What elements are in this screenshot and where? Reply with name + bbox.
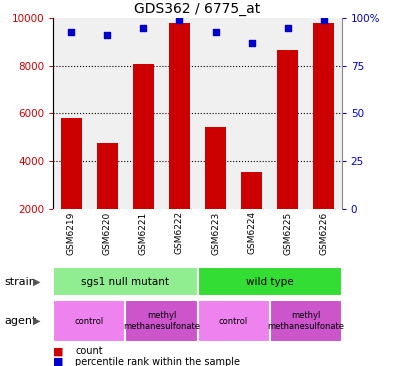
Point (213, 29, 219, 34)
Text: agent: agent (4, 316, 36, 326)
Text: ▶: ▶ (33, 277, 40, 287)
Text: methyl
methanesulfonate: methyl methanesulfonate (123, 311, 200, 331)
Text: GSM6222: GSM6222 (175, 212, 184, 254)
Point (176, 17, 182, 23)
Text: percentile rank within the sample: percentile rank within the sample (75, 356, 240, 366)
Text: sgs1 null mutant: sgs1 null mutant (81, 277, 169, 287)
Bar (198, 267, 342, 296)
Bar (169, 23, 190, 209)
Text: control: control (75, 317, 104, 326)
Point (104, 33, 111, 38)
Bar (126, 300, 198, 342)
Bar (270, 300, 342, 342)
Bar (60, 118, 82, 209)
Text: GSM6223: GSM6223 (211, 212, 220, 255)
Text: GSM6226: GSM6226 (319, 212, 328, 255)
Text: GSM6220: GSM6220 (103, 212, 112, 255)
Text: GSM6219: GSM6219 (67, 212, 76, 255)
Point (284, 25, 291, 31)
Point (248, 40, 255, 46)
Point (140, 25, 147, 31)
Text: GSM6224: GSM6224 (247, 212, 256, 254)
Text: GSM6225: GSM6225 (283, 212, 292, 255)
Bar (277, 51, 299, 209)
Bar (241, 172, 262, 209)
Point (320, 17, 327, 23)
Text: ■: ■ (53, 346, 64, 356)
Bar (205, 127, 226, 209)
Text: ▶: ▶ (33, 316, 40, 326)
Bar (53, 267, 198, 296)
Bar (198, 300, 269, 342)
Text: ■: ■ (53, 356, 64, 366)
Text: count: count (75, 346, 103, 356)
Bar (313, 23, 335, 209)
Point (68, 29, 75, 34)
Text: GSM6221: GSM6221 (139, 212, 148, 255)
Title: GDS362 / 6775_at: GDS362 / 6775_at (134, 2, 261, 16)
Text: wild type: wild type (246, 277, 293, 287)
Text: control: control (219, 317, 248, 326)
Text: methyl
methanesulfonate: methyl methanesulfonate (267, 311, 344, 331)
Bar (97, 143, 118, 209)
Bar (133, 64, 154, 209)
Bar (53, 300, 126, 342)
Text: strain: strain (4, 277, 36, 287)
